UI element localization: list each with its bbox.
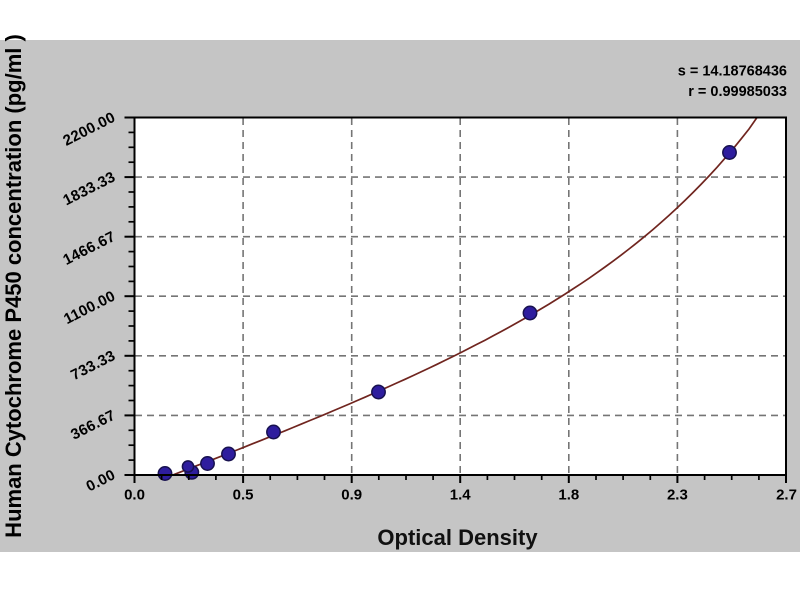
svg-text:r = 0.99985033: r = 0.99985033 [688, 84, 787, 100]
svg-text:2.3: 2.3 [667, 487, 688, 504]
svg-text:2.7: 2.7 [776, 487, 797, 504]
svg-text:0.9: 0.9 [341, 487, 362, 504]
svg-text:Human Cytochrome P450 concentr: Human Cytochrome P450 concentration (pg/… [1, 34, 26, 538]
svg-text:0.5: 0.5 [233, 487, 254, 504]
svg-text:0.0: 0.0 [124, 487, 145, 504]
svg-text:Optical Density: Optical Density [377, 525, 538, 550]
svg-text:1.8: 1.8 [558, 487, 579, 504]
svg-text:1.4: 1.4 [450, 487, 472, 504]
svg-text:s = 14.18768436: s = 14.18768436 [678, 64, 787, 80]
